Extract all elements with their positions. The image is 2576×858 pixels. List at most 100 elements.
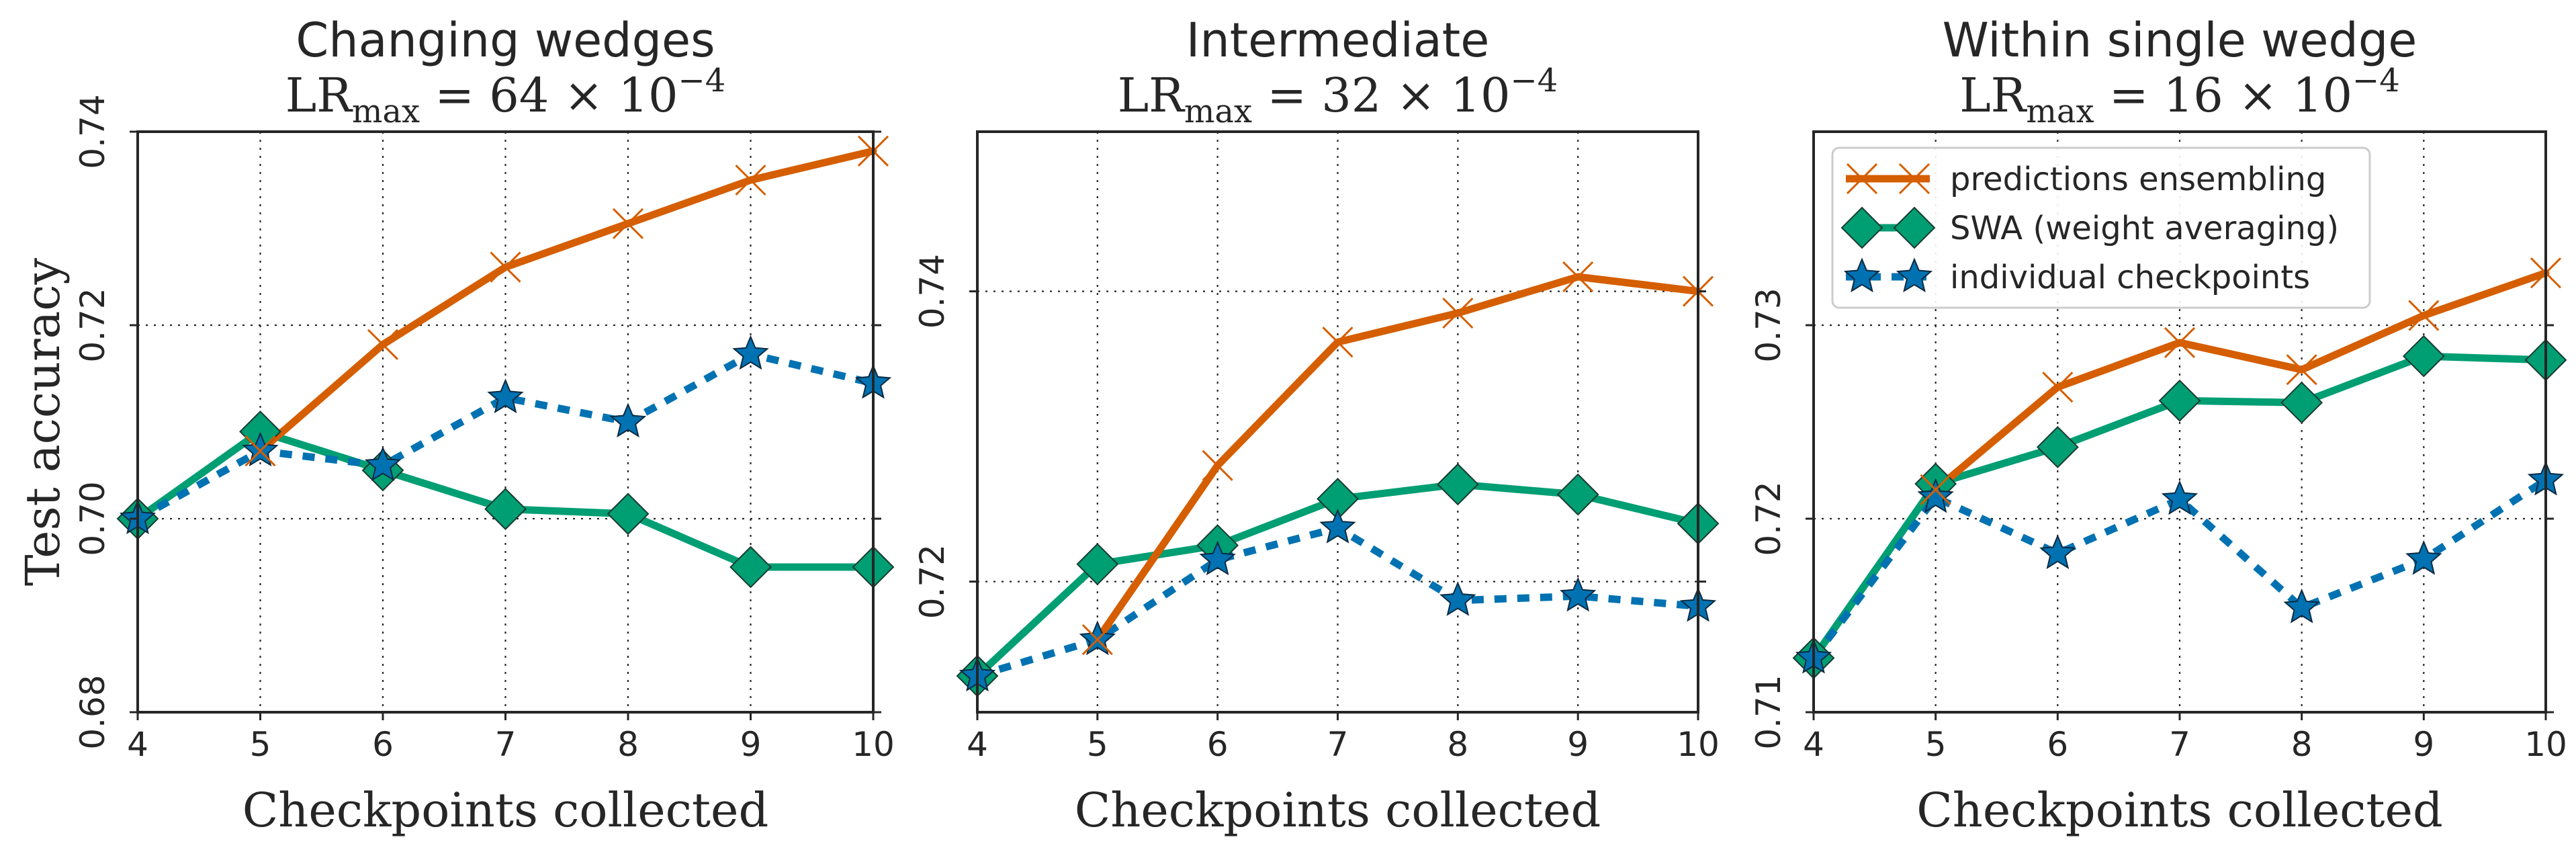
- chart-3-ens-point-9-stroke-b: [2408, 300, 2440, 331]
- chart-2-swa-point-8: [1436, 463, 1479, 506]
- chart-3-xtick-label: 9: [2413, 725, 2434, 764]
- chart-3-xtick-label: 10: [2524, 725, 2567, 764]
- chart-1-subtitle-sub: max: [352, 93, 420, 130]
- chart-1-ind-point-9: [732, 335, 769, 370]
- chart-1-ens-point-6-stroke-b: [367, 329, 399, 360]
- legend-ens-marker-a-stroke-b: [1846, 163, 1878, 195]
- chart-2-subtitle-sub: max: [1184, 93, 1252, 130]
- chart-3-ens-point-6-stroke-b: [2042, 372, 2074, 403]
- legend-item-ens: predictions ensembling: [1846, 161, 2326, 198]
- chart-2-series-markers: [956, 261, 1720, 697]
- chart-1-xtick-label: 10: [852, 725, 895, 764]
- chart-1-xlabel: Checkpoints collected: [242, 783, 769, 838]
- chart-2-xtick-label: 8: [1447, 725, 1468, 764]
- chart-3-xlabel: Checkpoints collected: [1916, 783, 2443, 838]
- chart-1-ens-point-5: [245, 435, 276, 467]
- chart-3-ens-line: [1932, 269, 2550, 494]
- chart-1-ens-line: [257, 147, 877, 455]
- chart-2-subtitle-rest: = 32 × 10: [1252, 68, 1510, 123]
- chart-2-ens-point-5: [1081, 624, 1113, 656]
- legend-item-ind: individual checkpoints: [1843, 257, 2310, 296]
- chart-2-ens-point-9: [1562, 261, 1594, 293]
- chart-1-ind-point-8: [609, 402, 647, 438]
- chart-3-ens-point-8-stroke-b: [2286, 354, 2317, 386]
- chart-1-swa-point-9: [729, 546, 772, 589]
- chart-3-ens-point-5: [1920, 474, 1951, 505]
- chart-3-xtick-label: 5: [1925, 725, 1947, 764]
- chart-1-ytick-label: 0.72: [73, 288, 112, 362]
- chart-1-ens-point-7-stroke-b: [490, 251, 521, 283]
- chart-3-swa-point-9: [2402, 335, 2445, 378]
- chart-3-ens-point-7: [2164, 327, 2196, 358]
- chart-1-ens-point-9: [735, 164, 766, 196]
- chart-2-xtick-label: 10: [1677, 725, 1720, 764]
- chart-3-ytick-label: 0.73: [1749, 288, 1788, 362]
- chart-1-ytick-label: 0.70: [73, 481, 112, 556]
- chart-3-ens-point-8: [2286, 354, 2317, 386]
- chart-2-xlabel: Checkpoints collected: [1075, 783, 1601, 838]
- chart-2-ind-point-9: [1559, 576, 1597, 612]
- chart-2-subtitle: LRmax = 32 × 10−4: [1118, 62, 1558, 130]
- chart-3-ens-point-5-stroke-b: [1920, 474, 1951, 505]
- legend-ind-label: individual checkpoints: [1950, 259, 2310, 296]
- chart-1-xtick-label: 9: [740, 725, 762, 764]
- chart-1-ind-point-5: [242, 431, 279, 467]
- chart-3-xtick-label: 7: [2169, 725, 2190, 764]
- chart-2-swa-point-5: [1076, 543, 1119, 586]
- chart-3-ens-point-9: [2408, 300, 2440, 331]
- chart-1-ytick-label: 0.74: [73, 94, 112, 169]
- chart-3-xtick-label: 8: [2291, 725, 2313, 764]
- chart-2-ind-point-7: [1319, 509, 1356, 544]
- chart-1-swa-point-8: [607, 492, 650, 535]
- chart-2-ind-line: [976, 524, 1699, 680]
- chart-2-title: Intermediate: [1186, 13, 1490, 68]
- chart-1-xtick-label: 4: [127, 725, 148, 764]
- chart-3-legend-box: [1831, 146, 2371, 309]
- chart-2-ind-point-5: [1079, 620, 1116, 656]
- chart-3-panel: 4 5 6 7 8 9 10 0.71 0.72 0.73 Within single wedgeL…: [1749, 13, 2567, 838]
- chart-1-xtick-label: 7: [495, 725, 517, 764]
- chart-2-xtick-label: 4: [967, 725, 988, 764]
- chart-3-swa-point-7: [2158, 379, 2201, 422]
- chart-3-ind-point-7: [2161, 480, 2199, 515]
- chart-3-series-markers: [1792, 257, 2567, 679]
- chart-1-swa-point-7: [484, 488, 527, 531]
- chart-1-ind-point-6: [364, 446, 402, 481]
- chart-2-ytick-label: 0.72: [913, 544, 952, 619]
- chart-2-ind-point-8: [1439, 581, 1476, 616]
- chart-3-ens-point-6: [2042, 372, 2074, 403]
- chart-3-xtick-label: 6: [2047, 725, 2068, 764]
- chart-1-ens-point-8-stroke-b: [612, 208, 644, 239]
- legend-ens-marker-b-stroke-b: [1898, 163, 1930, 195]
- chart-2-swa-point-9: [1556, 473, 1599, 516]
- chart-1-series-markers: [116, 135, 895, 589]
- legend-swa-label: SWA (weight averaging): [1950, 210, 2339, 247]
- chart-1-grid: [138, 132, 873, 712]
- chart-2-ens-point-7: [1322, 327, 1353, 358]
- chart-2-subtitle-base: LR: [1118, 68, 1186, 123]
- chart-3-ind-point-8: [2283, 588, 2320, 624]
- chart-3-ind-point-6: [2039, 534, 2076, 570]
- chart-3-ind-point-9: [2405, 540, 2442, 575]
- chart-2-ens-point-8-stroke-b: [1442, 297, 1474, 329]
- chart-1-panel: 4 5 6 7 8 9 10 0.68 0.70 0.72 0.74 Changing wedgesL…: [15, 13, 895, 838]
- chart-3-ytick-label: 0.71: [1749, 675, 1788, 749]
- chart-1-subtitle: LRmax = 64 × 10−4: [285, 62, 726, 130]
- chart-1-xtick-label: 8: [617, 725, 639, 764]
- chart-2-ens-point-9-stroke-b: [1562, 261, 1594, 293]
- chart-3-ens-point-7-stroke-b: [2164, 327, 2196, 358]
- chart-3-ytick-label: 0.72: [1749, 481, 1788, 556]
- chart-1-ens-point-5-stroke-b: [245, 435, 276, 467]
- legend-ens-marker-b: [1898, 163, 1930, 195]
- chart-2-ens-point-6: [1202, 449, 1233, 481]
- chart-2-ind-point-6: [1199, 540, 1236, 576]
- chart-3-title: Within single wedge: [1943, 13, 2417, 68]
- chart-3-legend: predictions ensembling SWA (weight averag…: [1831, 146, 2371, 309]
- chart-1-ens-point-9-stroke-b: [735, 164, 766, 196]
- chart-3-swa-point-6: [2036, 426, 2079, 468]
- chart-3-xtick-label: 4: [1803, 725, 1824, 764]
- chart-1-ens-point-7: [490, 251, 521, 283]
- chart-3-swa-point-8: [2280, 381, 2323, 424]
- chart-1-xtick-label: 6: [372, 725, 394, 764]
- legend-swa-marker-b: [1893, 206, 1936, 249]
